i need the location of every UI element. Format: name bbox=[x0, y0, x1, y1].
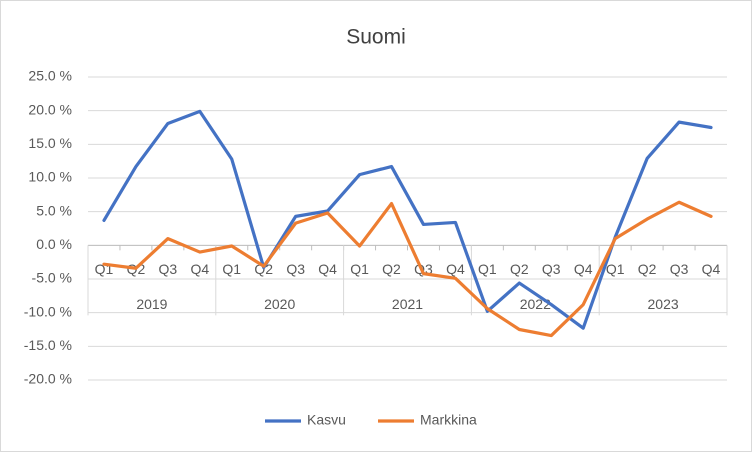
x-tick-label: Q3 bbox=[542, 261, 561, 277]
x-tick-label: Q4 bbox=[574, 261, 593, 277]
y-tick-label: 10.0 % bbox=[28, 169, 72, 185]
x-tick-label: Q1 bbox=[222, 261, 241, 277]
x-group-label: 2020 bbox=[264, 296, 295, 312]
x-group-label: 2023 bbox=[648, 296, 679, 312]
x-tick-label: Q4 bbox=[190, 261, 209, 277]
x-tick-label: Q2 bbox=[382, 261, 401, 277]
legend-label: Markkina bbox=[420, 412, 477, 428]
y-tick-label: -15.0 % bbox=[24, 337, 72, 353]
x-group-label: 2021 bbox=[392, 296, 423, 312]
x-tick-label: Q3 bbox=[670, 261, 689, 277]
y-tick-label: 15.0 % bbox=[28, 135, 72, 151]
x-tick-label: Q1 bbox=[478, 261, 497, 277]
y-tick-label: 25.0 % bbox=[28, 68, 72, 84]
y-tick-label: 20.0 % bbox=[28, 101, 72, 117]
y-tick-label: -20.0 % bbox=[24, 371, 72, 387]
x-group-label: 2019 bbox=[136, 296, 167, 312]
y-tick-label: -10.0 % bbox=[24, 303, 72, 319]
x-tick-label: Q1 bbox=[350, 261, 369, 277]
x-tick-label: Q2 bbox=[510, 261, 529, 277]
x-tick-label: Q3 bbox=[159, 261, 178, 277]
x-group-label: 2022 bbox=[520, 296, 551, 312]
x-tick-label: Q4 bbox=[318, 261, 337, 277]
x-tick-label: Q2 bbox=[638, 261, 657, 277]
x-tick-label: Q1 bbox=[606, 261, 625, 277]
legend-label: Kasvu bbox=[307, 412, 346, 428]
y-tick-label: 5.0 % bbox=[36, 202, 72, 218]
x-tick-label: Q4 bbox=[446, 261, 465, 277]
y-tick-label: 0.0 % bbox=[36, 236, 72, 252]
series-line bbox=[102, 200, 713, 338]
x-tick-label: Q4 bbox=[702, 261, 721, 277]
x-tick-label: Q3 bbox=[286, 261, 305, 277]
y-tick-label: -5.0 % bbox=[32, 270, 72, 286]
chart-title: Suomi bbox=[346, 26, 406, 49]
